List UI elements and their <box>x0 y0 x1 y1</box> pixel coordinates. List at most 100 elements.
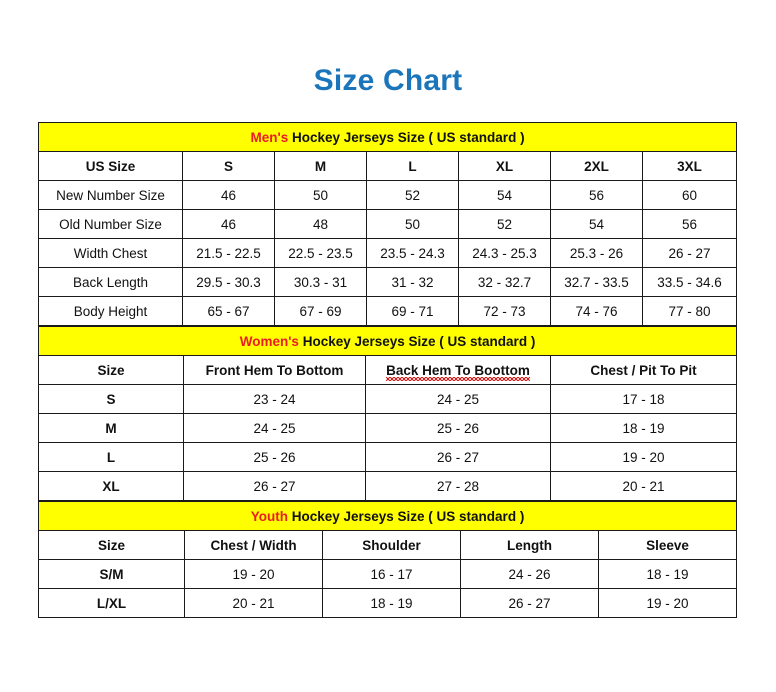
mens-row-label: Back Length <box>38 267 183 297</box>
mens-row-label: Old Number Size <box>38 209 183 239</box>
table-row: L 25 - 26 26 - 27 19 - 20 <box>38 442 738 472</box>
table-row: Back Length 29.5 - 30.3 30.3 - 31 31 - 3… <box>38 267 738 297</box>
mens-cell: 54 <box>550 209 643 239</box>
womens-banner-highlight: Women's <box>239 333 299 349</box>
mens-cell: 24.3 - 25.3 <box>458 238 551 268</box>
mens-header-cell: L <box>366 151 459 181</box>
womens-header-cell: Size <box>38 355 184 385</box>
womens-row-label: XL <box>38 471 184 501</box>
youth-header-cell: Sleeve <box>597 530 738 560</box>
womens-header-cell-misspelled: Back Hem To Boottom <box>365 355 551 385</box>
womens-header-cell: Front Hem To Bottom <box>183 355 366 385</box>
womens-section-banner: Women's Hockey Jerseys Size ( US standar… <box>37 326 738 356</box>
spellcheck-underline: Back Hem To Boottom <box>386 362 530 381</box>
mens-banner-highlight: Men's <box>250 129 289 145</box>
table-row: Width Chest 21.5 - 22.5 22.5 - 23.5 23.5… <box>38 238 738 268</box>
womens-row-label: L <box>38 442 184 472</box>
table-row: Old Number Size 46 48 50 52 54 56 <box>38 209 738 239</box>
youth-header-cell: Chest / Width <box>184 530 323 560</box>
mens-cell: 31 - 32 <box>366 267 459 297</box>
mens-cell: 72 - 73 <box>458 296 551 326</box>
womens-banner-row: Women's Hockey Jerseys Size ( US standar… <box>37 326 738 356</box>
table-row: M 24 - 25 25 - 26 18 - 19 <box>38 413 738 443</box>
mens-cell: 50 <box>366 209 459 239</box>
mens-cell: 52 <box>458 209 551 239</box>
mens-cell: 50 <box>274 180 367 210</box>
mens-row-label: New Number Size <box>38 180 183 210</box>
mens-cell: 26 - 27 <box>641 238 738 268</box>
youth-header-cell: Length <box>460 530 599 560</box>
youth-cell: 19 - 20 <box>184 559 323 589</box>
womens-cell: 18 - 19 <box>549 413 738 443</box>
mens-cell: 60 <box>641 180 738 210</box>
youth-cell: 20 - 21 <box>184 588 323 618</box>
mens-header-cell: S <box>182 151 275 181</box>
mens-cell: 25.3 - 26 <box>550 238 643 268</box>
youth-header-cell: Size <box>38 530 185 560</box>
mens-cell: 54 <box>458 180 551 210</box>
youth-size-table: Youth Hockey Jerseys Size ( US standard … <box>37 501 738 618</box>
womens-cell: 20 - 21 <box>549 471 738 501</box>
youth-cell: 16 - 17 <box>322 559 461 589</box>
mens-cell: 52 <box>366 180 459 210</box>
womens-cell: 26 - 27 <box>183 471 366 501</box>
mens-header-row: US Size S M L XL 2XL 3XL <box>38 151 738 181</box>
mens-cell: 65 - 67 <box>182 296 275 326</box>
mens-cell: 69 - 71 <box>366 296 459 326</box>
mens-header-cell: 3XL <box>641 151 738 181</box>
womens-row-label: M <box>38 413 184 443</box>
youth-cell: 26 - 27 <box>460 588 599 618</box>
table-row: S 23 - 24 24 - 25 17 - 18 <box>38 384 738 414</box>
mens-banner-rest: Hockey Jerseys Size ( US standard ) <box>288 129 525 145</box>
youth-banner-rest: Hockey Jerseys Size ( US standard ) <box>287 508 525 524</box>
mens-cell: 77 - 80 <box>641 296 738 326</box>
mens-size-table: Men's Hockey Jerseys Size ( US standard … <box>37 122 738 326</box>
mens-cell: 30.3 - 31 <box>274 267 367 297</box>
youth-header-row: Size Chest / Width Shoulder Length Sleev… <box>38 530 738 560</box>
mens-cell: 21.5 - 22.5 <box>182 238 275 268</box>
table-row: L/XL 20 - 21 18 - 19 26 - 27 19 - 20 <box>38 588 738 618</box>
youth-section-banner: Youth Hockey Jerseys Size ( US standard … <box>37 501 738 531</box>
table-row: S/M 19 - 20 16 - 17 24 - 26 18 - 19 <box>38 559 738 589</box>
mens-cell: 46 <box>182 209 275 239</box>
mens-cell: 22.5 - 23.5 <box>274 238 367 268</box>
page-title: Size Chart <box>313 64 463 97</box>
mens-cell: 48 <box>274 209 367 239</box>
youth-row-label: S/M <box>38 559 185 589</box>
mens-section-banner: Men's Hockey Jerseys Size ( US standard … <box>37 122 738 152</box>
mens-header-cell: US Size <box>38 151 183 181</box>
womens-cell: 25 - 26 <box>365 413 551 443</box>
womens-cell: 24 - 25 <box>365 384 551 414</box>
womens-cell: 26 - 27 <box>365 442 551 472</box>
youth-cell: 24 - 26 <box>460 559 599 589</box>
youth-banner-row: Youth Hockey Jerseys Size ( US standard … <box>37 501 738 531</box>
mens-cell: 74 - 76 <box>550 296 643 326</box>
youth-cell: 18 - 19 <box>322 588 461 618</box>
womens-header-row: Size Front Hem To Bottom Back Hem To Boo… <box>38 355 738 385</box>
womens-header-cell: Chest / Pit To Pit <box>549 355 738 385</box>
table-row: Body Height 65 - 67 67 - 69 69 - 71 72 -… <box>38 296 738 326</box>
womens-cell: 24 - 25 <box>183 413 366 443</box>
mens-banner-row: Men's Hockey Jerseys Size ( US standard … <box>37 122 738 152</box>
mens-row-label: Width Chest <box>38 238 183 268</box>
mens-header-cell: XL <box>458 151 551 181</box>
mens-cell: 56 <box>550 180 643 210</box>
womens-cell: 19 - 20 <box>549 442 738 472</box>
mens-cell: 56 <box>641 209 738 239</box>
mens-cell: 29.5 - 30.3 <box>182 267 275 297</box>
youth-header-cell: Shoulder <box>322 530 461 560</box>
womens-cell: 27 - 28 <box>365 471 551 501</box>
mens-header-cell: 2XL <box>550 151 643 181</box>
womens-size-table: Women's Hockey Jerseys Size ( US standar… <box>37 326 738 501</box>
table-row: XL 26 - 27 27 - 28 20 - 21 <box>38 471 738 501</box>
youth-cell: 19 - 20 <box>597 588 738 618</box>
mens-cell: 67 - 69 <box>274 296 367 326</box>
youth-row-label: L/XL <box>38 588 185 618</box>
womens-banner-rest: Hockey Jerseys Size ( US standard ) <box>298 333 536 349</box>
mens-cell: 46 <box>182 180 275 210</box>
table-row: New Number Size 46 50 52 54 56 60 <box>38 180 738 210</box>
mens-row-label: Body Height <box>38 296 183 326</box>
womens-cell: 25 - 26 <box>183 442 366 472</box>
mens-cell: 23.5 - 24.3 <box>366 238 459 268</box>
